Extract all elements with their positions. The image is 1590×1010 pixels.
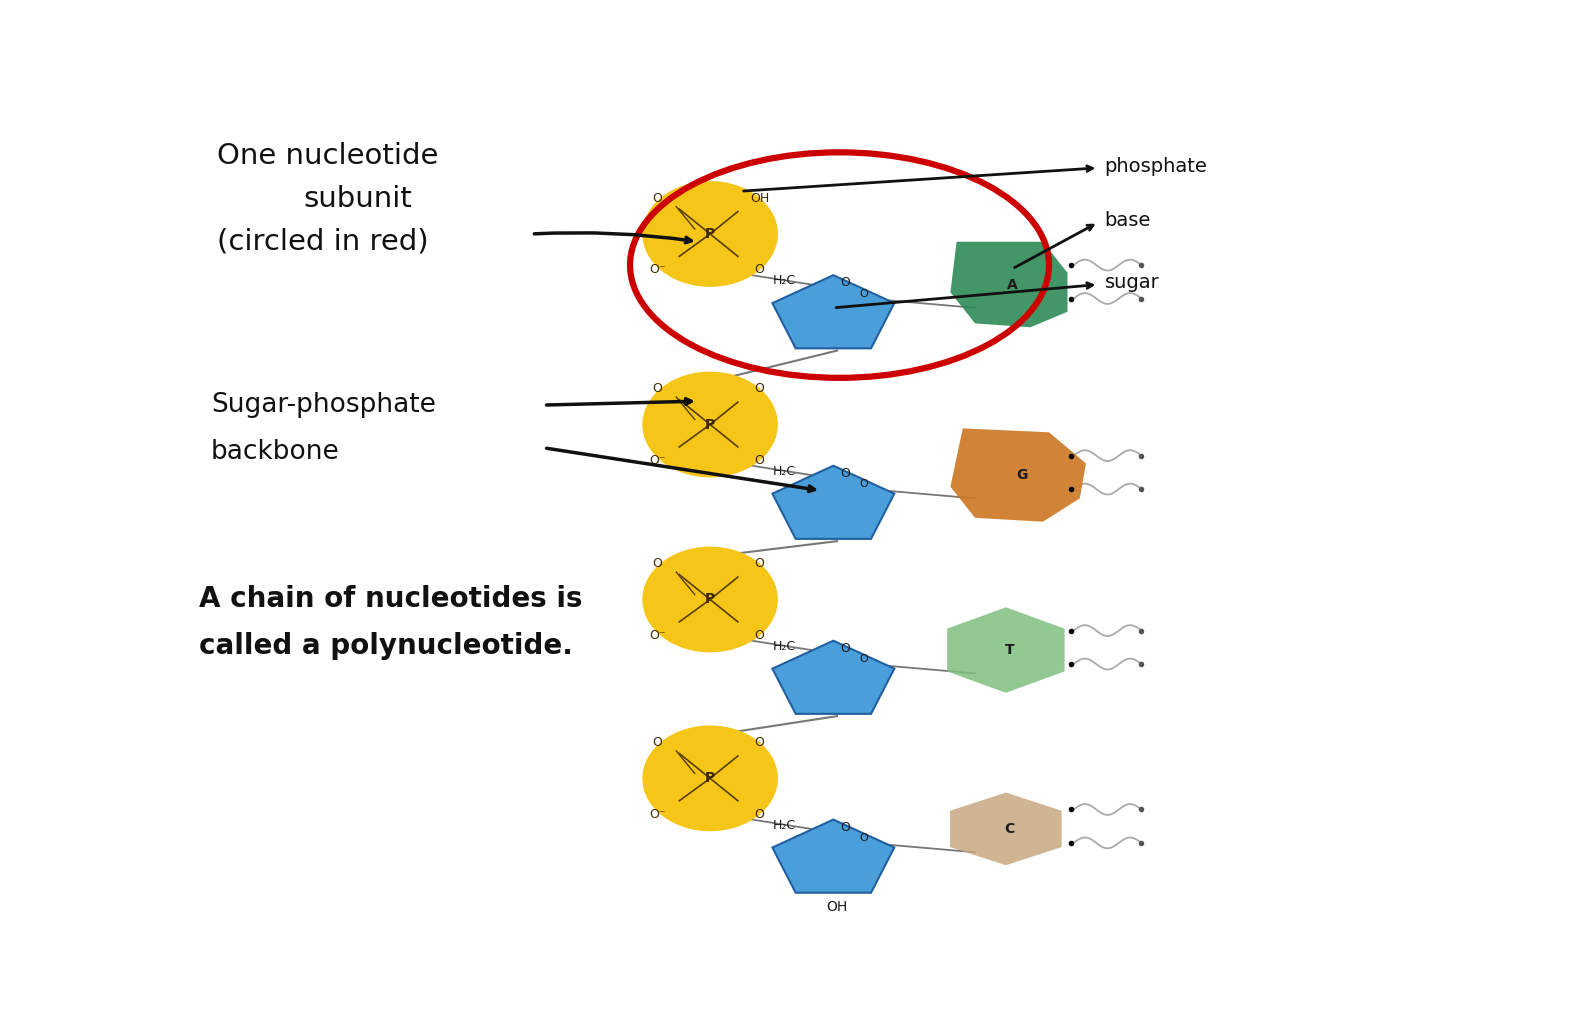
Text: O⁻: O⁻ [649,453,665,467]
Text: H₂C: H₂C [773,465,795,478]
Text: (circled in red): (circled in red) [218,227,429,256]
Text: O: O [860,654,868,665]
Text: A chain of nucleotides is: A chain of nucleotides is [199,586,582,613]
Text: O: O [841,642,851,654]
Text: One nucleotide: One nucleotide [218,142,439,171]
Text: O: O [755,453,765,467]
Text: H₂C: H₂C [773,639,795,652]
Text: O: O [652,382,661,395]
Text: backbone: backbone [211,438,340,465]
Text: O: O [755,382,765,395]
Text: P: P [704,593,716,606]
Text: C: C [1005,822,1014,836]
Text: O⁻: O⁻ [649,629,665,641]
Text: H₂C: H₂C [773,274,795,287]
Polygon shape [773,466,894,539]
Polygon shape [773,819,894,893]
Text: OH: OH [827,900,847,914]
Text: O: O [755,808,765,821]
Text: base: base [1105,211,1151,230]
Polygon shape [951,428,1086,522]
Text: T: T [1005,643,1014,658]
Text: P: P [704,227,716,241]
Text: A: A [1006,278,1018,292]
Text: O: O [652,558,661,571]
Text: Sugar-phosphate: Sugar-phosphate [211,392,436,418]
Text: O: O [652,192,661,205]
Text: P: P [704,772,716,786]
Text: O: O [652,736,661,749]
Text: P: P [704,417,716,431]
Ellipse shape [642,725,778,831]
Text: O: O [841,467,851,480]
Text: subunit: subunit [304,185,412,213]
Polygon shape [951,241,1067,327]
Text: G: G [1016,468,1027,482]
Text: O⁻: O⁻ [649,808,665,821]
Ellipse shape [642,546,778,652]
Ellipse shape [642,372,778,478]
Polygon shape [951,793,1062,866]
Ellipse shape [642,181,778,287]
Text: O: O [755,558,765,571]
Text: O: O [841,821,851,834]
Text: sugar: sugar [1105,274,1159,293]
Polygon shape [948,607,1065,693]
Text: phosphate: phosphate [1105,157,1207,176]
Text: O: O [860,833,868,843]
Polygon shape [773,275,894,348]
Text: H₂C: H₂C [773,818,795,831]
Text: O: O [755,736,765,749]
Text: O: O [841,277,851,290]
Text: OH: OH [750,192,770,205]
Text: O: O [860,289,868,299]
Text: O⁻: O⁻ [649,264,665,277]
Text: O: O [755,629,765,641]
Text: O: O [860,480,868,490]
Text: called a polynucleotide.: called a polynucleotide. [199,632,572,661]
Text: O: O [755,264,765,277]
Polygon shape [773,640,894,714]
